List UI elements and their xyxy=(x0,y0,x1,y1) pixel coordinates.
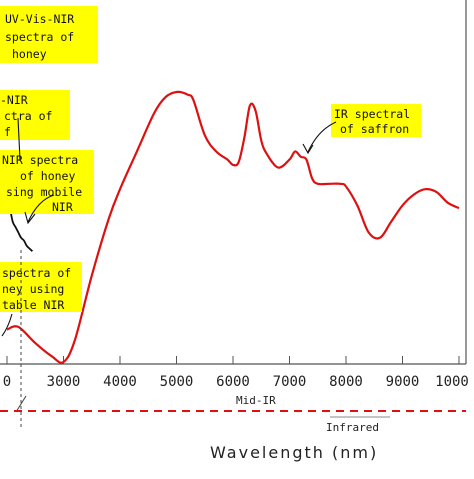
x-tick-label: 5000 xyxy=(160,374,194,390)
annotation-mobile-nir-line-4: NIR xyxy=(52,200,73,214)
x-tick-label: 8000 xyxy=(329,374,363,390)
annotation-mobile-nir-box xyxy=(0,150,94,214)
x-tick-label: 4000 xyxy=(103,374,137,390)
annotation-uvvisnir-line-3: honey xyxy=(12,47,47,61)
arrow-saffron-head xyxy=(302,143,314,155)
annotation-uvvisnir-box xyxy=(0,6,98,63)
x-tick-label: 9000 xyxy=(386,374,420,390)
annotation-portable-nir: spectra of ney using table NIR xyxy=(0,262,82,312)
annotation-portable-nir-line-2: ney using xyxy=(2,282,64,296)
annotation-nir-line-1: -NIR xyxy=(0,93,28,107)
annotation-uvvisnir-line-2: spectra of xyxy=(5,30,74,44)
series-line-saffron xyxy=(6,90,460,364)
annotation-uvvisnir: UV-Vis-NIR spectra of honey xyxy=(0,6,98,63)
arrow-mobile-nir-head xyxy=(24,211,36,225)
annotation-saffron-line-2: of saffron xyxy=(340,122,409,136)
annotation-mobile-nir-line-1: NIR spectra xyxy=(2,153,78,167)
annotation-nir-line-2: ctra of xyxy=(4,109,52,123)
arrow-portable xyxy=(1,313,13,337)
x-tick-label: 6000 xyxy=(216,374,250,390)
band-infrared-label: Infrared xyxy=(326,421,379,434)
band-midir-label: Mid-IR xyxy=(236,394,276,407)
x-tick-label: 7000 xyxy=(273,374,307,390)
annotation-nir: -NIR ctra of f xyxy=(0,90,70,140)
arrow-mobile-nir xyxy=(27,194,55,223)
x-tick-label: 3000 xyxy=(47,374,81,390)
divider-slash xyxy=(15,395,27,413)
annotation-nir-line-3: f xyxy=(4,125,11,139)
x-tick-label: 1000 xyxy=(435,374,469,390)
annotation-saffron-box xyxy=(331,104,421,137)
annotation-mobile-nir-line-2: of honey xyxy=(20,169,75,183)
annotation-portable-nir-line-3: table NIR xyxy=(2,298,64,312)
annotation-uvvisnir-line-1: UV-Vis-NIR xyxy=(5,12,74,26)
x-tick-group: 0 3000 4000 5000 6000 7000 8000 9000 1000 xyxy=(3,356,469,390)
annotation-mobile-nir: NIR spectra of honey sing mobile NIR xyxy=(0,150,94,214)
annotation-portable-nir-line-1: spectra of xyxy=(2,266,71,280)
annotation-nir-box xyxy=(0,90,70,140)
annotation-mobile-nir-line-3: sing mobile xyxy=(6,185,82,199)
arrow-nir xyxy=(17,117,21,161)
series-layer xyxy=(6,90,460,364)
x-tick-label: 0 xyxy=(3,374,11,390)
x-axis-label: Wavelength (nm) xyxy=(210,443,378,462)
annotation-portable-nir-box xyxy=(0,262,82,312)
annotation-saffron: IR spectral of saffron xyxy=(331,104,421,137)
annotation-saffron-line-1: IR spectral xyxy=(334,107,410,121)
series-line-honey-mobile-nir xyxy=(6,199,34,252)
arrow-saffron xyxy=(307,121,337,153)
annotation-arrows xyxy=(1,117,337,337)
